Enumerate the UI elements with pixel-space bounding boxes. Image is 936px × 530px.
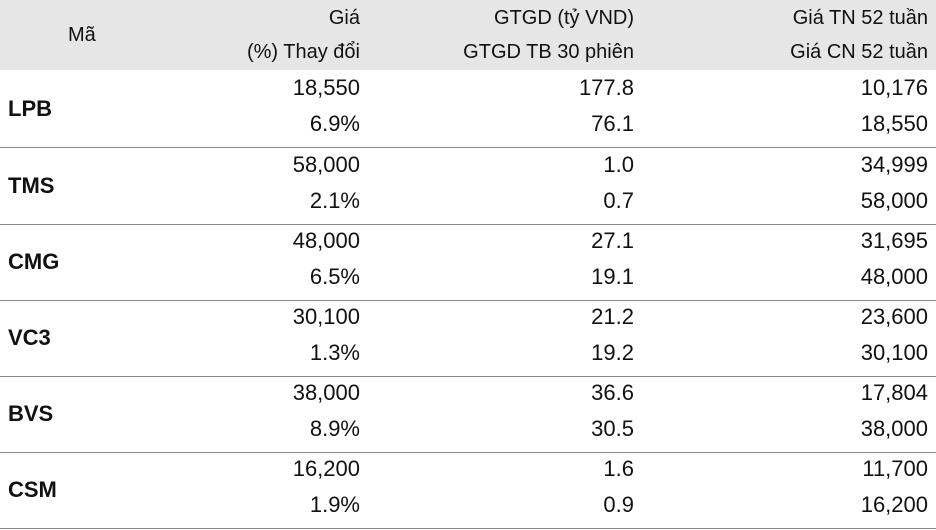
value: 1.0 <box>603 152 634 177</box>
price: 38,000 <box>292 380 360 405</box>
avg-value: 0.9 <box>603 492 634 517</box>
table-row: CMG 48,000 6.5% 27.1 19.1 31,695 48,000 <box>0 224 936 301</box>
stock-code: BVS <box>8 401 54 426</box>
table-row: VC3 30,100 1.3% 21.2 19.2 23,600 30,100 <box>0 300 936 377</box>
table-row: BVS 38,000 8.9% 36.6 30.5 17,804 38,000 <box>0 376 936 453</box>
stock-code: TMS <box>8 173 55 198</box>
low-52w: 34,999 <box>860 152 928 177</box>
value: 21.2 <box>591 304 634 329</box>
change: 1.3% <box>309 340 360 365</box>
price: 48,000 <box>292 228 360 253</box>
table-header: Mã Giá (%) Thay đổi GTGD (tỷ VND) GTGD T… <box>0 0 936 70</box>
header-value: GTGD (tỷ VND) <box>494 7 634 29</box>
high-52w: 30,100 <box>860 340 928 365</box>
price: 16,200 <box>292 456 360 481</box>
change: 8.9% <box>309 416 360 441</box>
value: 177.8 <box>578 75 634 100</box>
change: 6.9% <box>309 111 360 136</box>
stock-code: VC3 <box>8 325 51 350</box>
low-52w: 31,695 <box>860 228 928 253</box>
low-52w: 17,804 <box>860 380 928 405</box>
avg-value: 19.2 <box>591 340 634 365</box>
low-52w: 10,176 <box>860 75 928 100</box>
value: 36.6 <box>591 380 634 405</box>
high-52w: 16,200 <box>860 492 928 517</box>
header-price: Giá <box>328 7 360 29</box>
high-52w: 18,550 <box>860 111 928 136</box>
table-row: LPB 18,550 6.9% 177.8 76.1 10,176 18,550 <box>0 71 936 148</box>
high-52w: 48,000 <box>860 264 928 289</box>
price: 58,000 <box>292 152 360 177</box>
high-52w: 38,000 <box>860 416 928 441</box>
change: 2.1% <box>309 188 360 213</box>
avg-value: 76.1 <box>591 111 634 136</box>
stock-code: CSM <box>8 477 57 502</box>
header-avg-value: GTGD TB 30 phiên <box>463 41 634 63</box>
table-row: TMS 58,000 2.1% 1.0 0.7 34,999 58,000 <box>0 148 936 225</box>
header-change: (%) Thay đổi <box>246 41 360 63</box>
header-high-52w: Giá CN 52 tuần <box>790 41 928 63</box>
change: 1.9% <box>309 492 360 517</box>
price: 18,550 <box>292 75 360 100</box>
high-52w: 58,000 <box>860 188 928 213</box>
value: 27.1 <box>591 228 634 253</box>
value: 1.6 <box>603 456 634 481</box>
header-code: Mã <box>68 24 96 46</box>
stock-code: LPB <box>8 96 52 121</box>
price: 30,100 <box>292 304 360 329</box>
avg-value: 0.7 <box>603 188 634 213</box>
stock-code: CMG <box>8 249 60 274</box>
avg-value: 19.1 <box>591 264 634 289</box>
header-low-52w: Giá TN 52 tuần <box>792 7 928 29</box>
low-52w: 23,600 <box>860 304 928 329</box>
low-52w: 11,700 <box>862 456 928 481</box>
avg-value: 30.5 <box>591 416 634 441</box>
change: 6.5% <box>309 264 360 289</box>
table-row: CSM 16,200 1.9% 1.6 0.9 11,700 16,200 <box>0 452 936 529</box>
